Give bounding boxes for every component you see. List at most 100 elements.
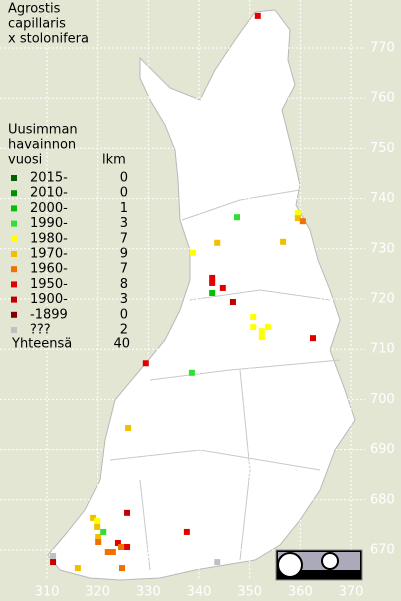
- observation: [209, 289, 216, 296]
- y-tick-label: 670: [370, 543, 395, 558]
- legend-total: 40: [113, 337, 130, 352]
- x-tick-label: 370: [339, 585, 364, 600]
- x-tick-label: 340: [187, 585, 212, 600]
- y-tick-label: 770: [370, 41, 395, 56]
- y-tick-label: 680: [370, 492, 395, 507]
- legend-count: 9: [120, 247, 128, 262]
- legend-count: 7: [120, 231, 128, 246]
- observation: [258, 334, 265, 341]
- legend-swatch: [11, 235, 17, 242]
- observation: [214, 559, 221, 566]
- y-tick-label: 710: [370, 342, 395, 357]
- legend-count: 1: [120, 201, 128, 216]
- legend-label: ???: [30, 323, 51, 338]
- observation: [100, 528, 107, 535]
- y-tick-label: 720: [370, 292, 395, 307]
- x-tick-label: 310: [35, 585, 60, 600]
- observation: [209, 274, 216, 281]
- legend-swatch: [11, 220, 17, 227]
- observation: [219, 284, 226, 291]
- legend-swatch: [11, 175, 17, 181]
- legend-count: 8: [120, 277, 128, 292]
- legend-swatch: [11, 327, 17, 333]
- observation: [250, 324, 257, 331]
- observation: [109, 549, 116, 556]
- legend-swatch: [11, 190, 17, 197]
- observation: [310, 335, 316, 342]
- observation: [124, 509, 131, 516]
- observation: [50, 559, 57, 566]
- observation: [209, 279, 216, 286]
- observation: [104, 549, 111, 556]
- observation: [229, 299, 236, 306]
- legend-label: 2015-: [30, 171, 68, 186]
- observation: [189, 249, 196, 256]
- title-line: Agrostis: [8, 2, 61, 17]
- observation: [188, 369, 195, 376]
- observation: [118, 565, 125, 572]
- legend-swatch: [11, 296, 17, 303]
- legend-label: -1899: [30, 307, 68, 322]
- observation: [254, 12, 261, 19]
- observation: [90, 514, 97, 521]
- observation: [280, 238, 287, 245]
- observation: [94, 517, 101, 524]
- x-tick-label: 330: [136, 585, 161, 600]
- legend-label: 1990-: [30, 216, 68, 231]
- observation: [114, 539, 121, 546]
- observation: [294, 210, 301, 217]
- observation: [74, 565, 81, 572]
- observation: [214, 239, 221, 246]
- observation: [142, 360, 149, 367]
- observation: [183, 528, 190, 535]
- legend-label: 1960-: [30, 262, 68, 277]
- legend-label: 1980-: [30, 231, 68, 246]
- observation: [264, 324, 271, 331]
- observation: [95, 538, 102, 545]
- y-tick-label: 760: [370, 91, 395, 106]
- legend-heading: havainnon: [8, 138, 76, 153]
- observation: [124, 543, 131, 550]
- legend-heading: Uusimman: [8, 123, 78, 138]
- cc-badge: [275, 549, 363, 581]
- legend-count: 3: [120, 216, 128, 231]
- observation: [125, 425, 132, 432]
- x-tick-label: 360: [288, 585, 313, 600]
- legend-label: 1900-: [30, 292, 68, 307]
- y-tick-label: 750: [370, 141, 395, 156]
- legend-count: 7: [120, 262, 128, 277]
- y-tick-label: 690: [370, 442, 395, 457]
- y-tick-label: 740: [370, 191, 395, 206]
- observation: [294, 215, 301, 222]
- legend-swatch: [11, 311, 17, 318]
- legend-total-label: Yhteensä: [11, 337, 72, 352]
- title-line: x stolonifera: [8, 32, 89, 47]
- observation: [117, 543, 124, 550]
- legend-count: 3: [120, 292, 128, 307]
- legend-heading: vuosi: [8, 153, 42, 168]
- legend-swatch: [11, 205, 17, 212]
- y-tick-label: 700: [370, 392, 395, 407]
- legend-swatch: [11, 251, 17, 257]
- legend-count: 0: [120, 307, 128, 322]
- x-tick-label: 320: [85, 585, 110, 600]
- legend-label: 2000-: [30, 201, 68, 216]
- legend-count: 0: [120, 171, 128, 186]
- legend-label: 1970-: [30, 247, 68, 262]
- observation: [95, 533, 102, 540]
- observation: [50, 553, 57, 560]
- legend-count: 2: [120, 323, 128, 338]
- observation: [234, 214, 240, 221]
- legend-count: 0: [120, 186, 128, 201]
- legend-count-heading: lkm: [102, 153, 126, 168]
- observation: [258, 328, 265, 335]
- legend-label: 2010-: [30, 186, 68, 201]
- land: [47, 9, 356, 581]
- observation: [94, 523, 101, 530]
- observation: [250, 314, 257, 321]
- legend-label: 1950-: [30, 277, 68, 292]
- x-tick-label: 350: [237, 585, 262, 600]
- y-tick-label: 730: [370, 241, 395, 256]
- title-line: capillaris: [8, 17, 66, 32]
